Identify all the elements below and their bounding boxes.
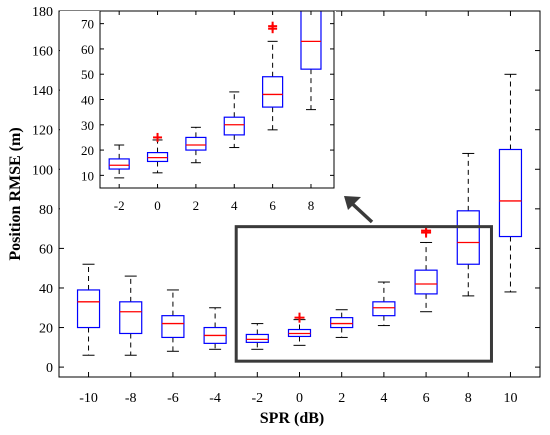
main-box--8 bbox=[119, 275, 143, 356]
main-boxes bbox=[76, 73, 523, 356]
inset-x-tick-label: 8 bbox=[308, 198, 315, 213]
inset-y-tick-label: 30 bbox=[81, 118, 94, 133]
main-box--10 bbox=[76, 263, 101, 356]
inset-boxes bbox=[108, 11, 322, 179]
zoom-arrow-head bbox=[344, 196, 361, 210]
inset-box--2 bbox=[108, 144, 130, 179]
inset-box bbox=[300, 11, 322, 70]
inset-y-tick-label: 50 bbox=[81, 67, 94, 82]
main-box-4 bbox=[372, 281, 396, 327]
y-axis-title: Position RMSE (m) bbox=[7, 127, 24, 260]
main-y-tick-label: 80 bbox=[39, 203, 53, 218]
main-x-tick-label: 0 bbox=[296, 391, 303, 406]
inset-y-tick-label: 20 bbox=[81, 143, 94, 158]
inset-x-tick-label: -2 bbox=[114, 198, 125, 213]
main-box bbox=[414, 269, 438, 295]
inset-plot: 10 20 30 40 50 60 70 -2 0 2 4 6 8 bbox=[60, 10, 336, 213]
inset-y-tick-label: 70 bbox=[81, 17, 94, 32]
inset-box bbox=[223, 116, 245, 136]
main-y-tick-label: 160 bbox=[32, 45, 53, 60]
inset-y-tick-label: 60 bbox=[81, 42, 94, 57]
inset-plot-area bbox=[100, 11, 334, 188]
main-y-tick-label: 140 bbox=[32, 84, 53, 99]
main-box bbox=[456, 210, 480, 265]
inset-x-tick-label: 2 bbox=[193, 198, 200, 213]
inset-box bbox=[185, 136, 207, 151]
main-y-tick-label: 40 bbox=[39, 282, 53, 297]
zoom-region-box bbox=[234, 225, 493, 363]
inset-x-tick-label: 0 bbox=[154, 198, 161, 213]
main-box bbox=[161, 315, 185, 339]
inset-box-6 bbox=[262, 21, 284, 131]
inset-box-4 bbox=[223, 91, 245, 149]
main-box bbox=[119, 301, 143, 335]
main-x-tick-label: -6 bbox=[167, 391, 179, 406]
main-box-10 bbox=[498, 73, 523, 293]
main-x-tick-label: -10 bbox=[79, 391, 98, 406]
zoom-annotation bbox=[234, 196, 493, 363]
main-x-tick-label: -8 bbox=[125, 391, 137, 406]
inset-y-tick-label: 10 bbox=[81, 168, 94, 183]
main-y-tick-label: 0 bbox=[46, 361, 53, 376]
main-box bbox=[372, 301, 396, 317]
main-y-tick-label: 100 bbox=[32, 163, 53, 178]
zoom-arrow-shaft bbox=[350, 202, 374, 224]
inset-x-tick-label: 6 bbox=[269, 198, 276, 213]
main-box bbox=[245, 333, 269, 343]
inset-x-tick-label: 4 bbox=[231, 198, 238, 213]
main-y-tick-label: 120 bbox=[32, 124, 53, 139]
inset-box-8 bbox=[300, 11, 322, 111]
main-box-2 bbox=[330, 309, 354, 338]
main-box--6 bbox=[161, 289, 185, 352]
inset-box-2 bbox=[185, 126, 207, 164]
main-box--2 bbox=[245, 323, 269, 350]
main-x-tick-label: -4 bbox=[209, 391, 221, 406]
main-box--4 bbox=[203, 307, 227, 350]
main-x-tick-label: 8 bbox=[465, 391, 472, 406]
main-y-tick-label: 180 bbox=[32, 5, 53, 20]
main-box bbox=[498, 148, 523, 238]
main-y-tick-label: 20 bbox=[39, 322, 53, 337]
main-box-0 bbox=[287, 312, 312, 346]
inset-box bbox=[108, 158, 130, 170]
inset-y-tick-label: 40 bbox=[81, 93, 94, 108]
main-x-tick-label: -2 bbox=[251, 391, 263, 406]
inset-box-0 bbox=[146, 132, 169, 174]
main-box bbox=[330, 317, 354, 329]
inset-box bbox=[262, 76, 284, 108]
main-x-tick-label: 10 bbox=[503, 391, 517, 406]
main-x-tick-label: 4 bbox=[380, 391, 387, 406]
main-box-8 bbox=[456, 152, 480, 297]
main-x-tick-label: 2 bbox=[338, 391, 345, 406]
x-axis-title: SPR (dB) bbox=[260, 410, 324, 427]
main-y-tick-label: 60 bbox=[39, 242, 53, 257]
main-box bbox=[76, 289, 101, 329]
main-x-tick-label: 6 bbox=[423, 391, 430, 406]
